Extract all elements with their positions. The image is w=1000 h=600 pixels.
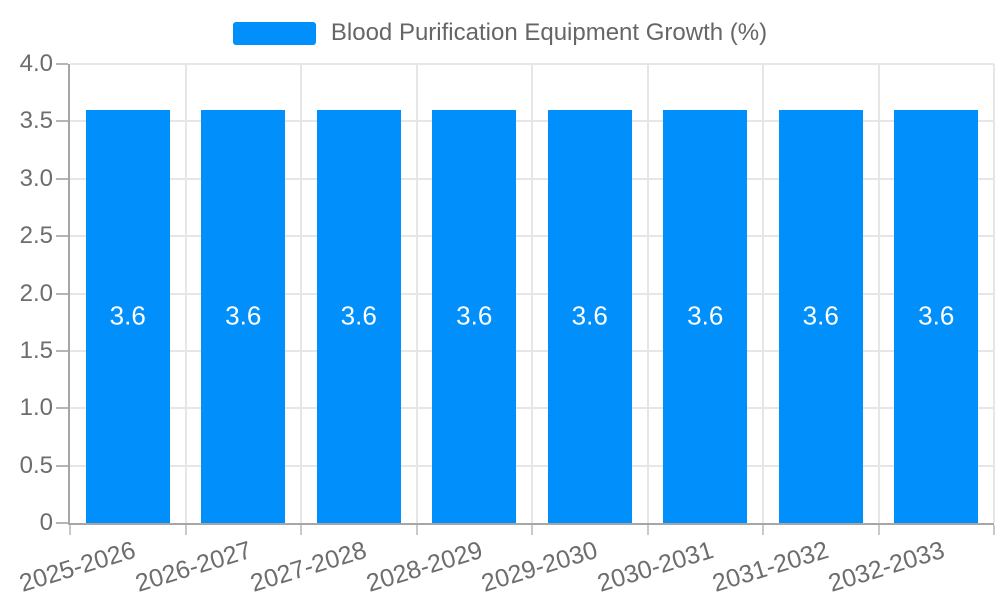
x-axis-tick bbox=[762, 525, 764, 535]
bar-value-label: 3.6 bbox=[918, 300, 955, 331]
bar[interactable] bbox=[85, 109, 170, 523]
bar[interactable] bbox=[778, 109, 863, 523]
bar[interactable] bbox=[432, 109, 517, 523]
y-axis-tick bbox=[56, 522, 68, 524]
y-axis-tick-label: 0.5 bbox=[19, 451, 53, 479]
y-axis-tick-label: 2.5 bbox=[19, 222, 53, 250]
gridline-vertical bbox=[184, 64, 187, 523]
bar-value-label: 3.6 bbox=[109, 300, 146, 331]
gridline-vertical bbox=[531, 64, 533, 523]
gridline-vertical bbox=[300, 64, 302, 523]
y-axis-tick bbox=[56, 120, 68, 123]
x-axis-tick bbox=[877, 525, 880, 535]
bar-value-label: 3.6 bbox=[687, 300, 724, 331]
x-axis-tick-label: 2027-2028 bbox=[247, 536, 370, 598]
legend-label: Blood Purification Equipment Growth (%) bbox=[330, 19, 768, 46]
y-axis-tick bbox=[56, 292, 68, 295]
x-axis-tick-label: 2029-2030 bbox=[478, 536, 601, 598]
plot-right-border bbox=[993, 64, 995, 523]
x-axis-tick-label: 2031-2032 bbox=[709, 536, 832, 598]
y-axis-line bbox=[68, 64, 70, 525]
bar-value-label: 3.6 bbox=[225, 300, 262, 331]
y-axis-tick-label: 3.0 bbox=[19, 164, 53, 192]
bar-value-label: 3.6 bbox=[456, 300, 493, 331]
y-axis-tick-label: 0 bbox=[39, 509, 53, 536]
plot-area: 3.6 3.6 3.6 3.6 3.6 3.6 3.6 3.6 bbox=[70, 63, 995, 523]
y-axis-tick bbox=[56, 464, 68, 467]
x-axis-tick-label: 2026-2027 bbox=[131, 536, 255, 598]
y-axis-tick bbox=[56, 349, 68, 352]
bar[interactable] bbox=[547, 109, 632, 523]
gridline-vertical bbox=[762, 64, 764, 523]
bar-value-label: 3.6 bbox=[340, 300, 377, 331]
bar[interactable] bbox=[663, 109, 748, 523]
legend[interactable]: Blood Purification Equipment Growth (%) bbox=[0, 18, 1000, 48]
x-axis-tick bbox=[993, 525, 995, 535]
x-axis-tick bbox=[531, 525, 533, 535]
x-axis-tick bbox=[415, 525, 418, 535]
x-axis-tick bbox=[300, 525, 302, 535]
x-axis-tick-label: 2028-2029 bbox=[362, 536, 486, 598]
bar-value-label: 3.6 bbox=[802, 300, 839, 331]
y-axis-tick-label: 4.0 bbox=[19, 50, 53, 77]
bar[interactable] bbox=[894, 109, 979, 523]
x-axis-tick bbox=[184, 525, 187, 535]
x-axis-tick-label: 2025-2026 bbox=[16, 536, 139, 598]
x-axis-tick bbox=[646, 525, 649, 535]
y-axis-tick bbox=[56, 407, 68, 410]
y-axis-tick bbox=[56, 63, 68, 65]
bar-value-label: 3.6 bbox=[571, 300, 608, 331]
y-axis-tick-label: 3.5 bbox=[19, 107, 53, 135]
y-axis-tick-label: 2.0 bbox=[19, 279, 53, 307]
y-axis-tick-label: 1.0 bbox=[19, 394, 53, 422]
y-axis-tick-label: 1.5 bbox=[19, 336, 53, 364]
bar[interactable] bbox=[201, 109, 286, 523]
gridline-vertical bbox=[646, 64, 649, 523]
bar[interactable] bbox=[316, 109, 401, 523]
y-axis-tick bbox=[56, 235, 68, 238]
x-axis-tick-label: 2032-2033 bbox=[824, 536, 948, 598]
gridline-vertical bbox=[415, 64, 418, 523]
legend-swatch bbox=[232, 21, 316, 45]
x-axis-tick bbox=[69, 525, 71, 535]
y-axis-tick bbox=[56, 177, 68, 180]
gridline-vertical bbox=[877, 64, 880, 523]
x-axis-tick-label: 2030-2031 bbox=[593, 536, 717, 598]
x-axis-line bbox=[68, 523, 994, 525]
